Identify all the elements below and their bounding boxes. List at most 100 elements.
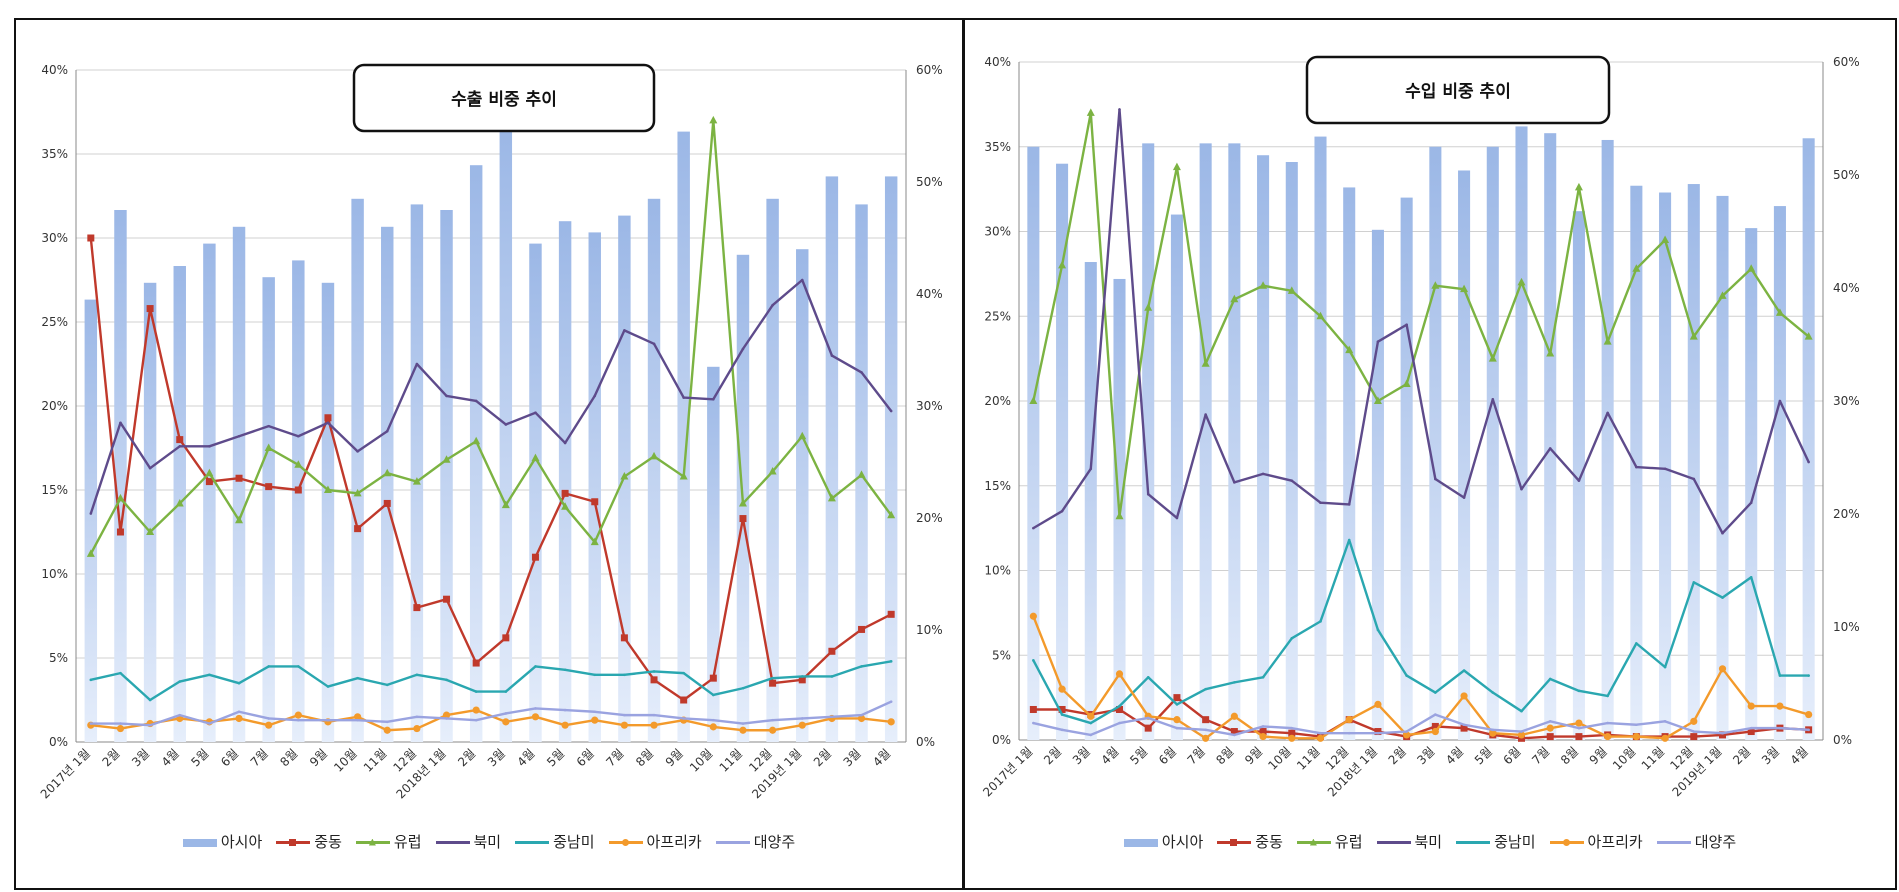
series-line-oceania <box>90 700 892 727</box>
point-northamerica <box>1749 501 1753 505</box>
point-latam <box>1319 620 1322 623</box>
bar-asia <box>1515 126 1528 740</box>
point-northamerica <box>237 434 241 438</box>
bar-asia <box>114 210 127 742</box>
point-europe <box>709 115 718 124</box>
legend-label: 유럽 <box>393 833 422 851</box>
point-northamerica <box>1548 447 1552 450</box>
bar-asia <box>647 198 661 743</box>
point-europe <box>1546 349 1555 357</box>
y-right-tick-label: 0% <box>1833 733 1852 747</box>
y-right-tick-label: 40% <box>916 287 943 301</box>
point-latam <box>1204 687 1207 691</box>
point-china <box>828 647 836 655</box>
point-oceania <box>208 722 211 725</box>
bar-asia <box>1285 162 1298 740</box>
point-europe <box>1287 286 1296 294</box>
point-northamerica <box>800 278 804 282</box>
legend-label: 대양주 <box>1694 833 1737 851</box>
point-oceania <box>1606 721 1609 725</box>
point-africa <box>1431 727 1439 736</box>
point-oceania <box>563 708 567 712</box>
y-left-tick-label: 30% <box>984 225 1011 239</box>
point-northamerica <box>504 423 508 426</box>
point-europe <box>1115 511 1124 520</box>
import-share-chart-panel: 0% 5% 10% 15% 20% 25% 30% 35% 40% 0% 10% 20% 30% 40% 5… <box>963 18 1897 890</box>
point-europe <box>1689 332 1698 340</box>
point-china <box>1259 728 1267 736</box>
x-tick-label: 4월 <box>870 746 893 769</box>
point-china <box>324 414 332 422</box>
legend-item-northamerica: 북미 <box>435 831 501 852</box>
point-northamerica <box>89 512 93 515</box>
y-right-tick-label: 20% <box>916 511 943 525</box>
point-oceania <box>1692 730 1696 733</box>
chart-legend: 아시아 중동 유럽 북미 중남미 아프리카 대양주 <box>965 831 1895 852</box>
y-right-tick-label: 60% <box>1833 55 1860 69</box>
x-tick-label: 5월 <box>1127 744 1150 767</box>
x-tick-label: 2월 <box>1730 744 1753 767</box>
point-china <box>858 625 866 633</box>
point-latam <box>771 676 774 680</box>
bar-asia <box>796 249 809 742</box>
point-latam <box>1175 703 1179 706</box>
point-africa <box>1747 702 1755 710</box>
x-tick-label: 11월 <box>717 746 746 775</box>
point-oceania <box>1233 733 1236 737</box>
y-left-tick-label: 35% <box>41 147 68 161</box>
point-latam <box>712 693 715 697</box>
y-left-tick-label: 25% <box>41 315 68 329</box>
bar-asia <box>1630 185 1643 741</box>
x-tick-label: 6월 <box>218 746 241 769</box>
y-right-tick-label: 50% <box>916 175 943 189</box>
series-line-northamerica <box>1032 108 1810 535</box>
point-china <box>1575 733 1583 741</box>
point-africa <box>1173 716 1181 724</box>
point-latam <box>119 671 122 675</box>
point-africa <box>709 723 717 731</box>
y-left-tick-label: 5% <box>992 648 1011 662</box>
x-tick-label: 3월 <box>1414 744 1437 767</box>
point-europe <box>561 502 570 510</box>
point-china <box>472 659 480 667</box>
bar-asia <box>825 176 839 742</box>
point-latam <box>1347 538 1351 542</box>
legend-label: 중동 <box>314 833 342 851</box>
point-northamerica <box>1577 479 1581 482</box>
point-europe <box>264 443 273 451</box>
point-china <box>680 696 688 704</box>
legend-swatch-europe <box>1296 838 1331 848</box>
bar-asia <box>1745 228 1758 741</box>
point-latam <box>1721 596 1724 599</box>
legend-label: 유럽 <box>1334 833 1363 851</box>
point-africa <box>383 726 391 734</box>
point-europe <box>1718 291 1727 299</box>
legend-swatch-latam <box>515 838 550 848</box>
point-latam <box>1146 675 1150 679</box>
x-tick-label: 3월 <box>129 746 152 769</box>
point-northamerica <box>534 411 537 415</box>
point-africa <box>887 718 895 726</box>
point-europe <box>175 498 184 507</box>
y-right-tick-label: 10% <box>1833 620 1860 634</box>
point-latam <box>385 683 389 687</box>
legend-item-asia: 아시아 <box>182 831 262 852</box>
point-latam <box>267 665 270 668</box>
bar-asia <box>84 299 98 742</box>
point-europe <box>86 549 95 557</box>
point-northamerica <box>1233 481 1236 484</box>
legend-label: 중남미 <box>1494 833 1536 851</box>
y-left-tick-label: 20% <box>984 394 1011 408</box>
legend-swatch-africa <box>608 838 643 848</box>
bar-asia <box>588 232 601 742</box>
x-tick-label: 9월 <box>663 746 686 769</box>
point-china <box>146 305 154 313</box>
series-line-china <box>89 237 892 702</box>
x-tick-label: 3월 <box>485 746 508 769</box>
x-tick-label: 3월 <box>1759 744 1782 767</box>
point-africa <box>442 711 451 719</box>
legend-swatch-oceania <box>1656 838 1691 848</box>
point-china <box>1173 694 1181 702</box>
point-oceania <box>326 718 330 722</box>
point-oceania <box>1462 723 1466 727</box>
